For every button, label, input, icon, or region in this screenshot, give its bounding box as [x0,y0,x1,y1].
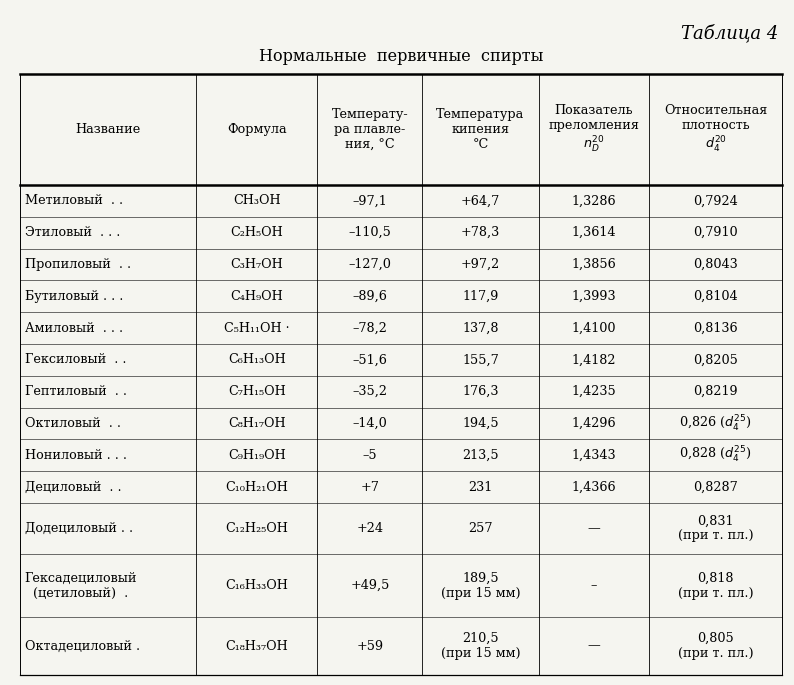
Text: –: – [591,580,597,592]
Text: Этиловый  . . .: Этиловый . . . [25,226,120,239]
Text: Метиловый  . .: Метиловый . . [25,195,123,208]
Text: Нормальные  первичные  спирты: Нормальные первичные спирты [259,48,543,65]
Text: 0,8219: 0,8219 [693,385,738,398]
Text: C₇H₁₅OH: C₇H₁₅OH [228,385,286,398]
Text: 1,3286: 1,3286 [572,195,616,208]
Text: –78,2: –78,2 [353,321,387,334]
Text: –5: –5 [363,449,377,462]
Text: Название: Название [75,123,141,136]
Text: C₆H₁₃OH: C₆H₁₃OH [228,353,286,366]
Text: C₄H₉OH: C₄H₉OH [230,290,283,303]
Text: +78,3: +78,3 [461,226,500,239]
Text: —: — [588,522,600,535]
Text: +59: +59 [357,640,384,653]
Text: C₈H₁₇OH: C₈H₁₇OH [228,417,286,430]
Text: C₃H₇OH: C₃H₇OH [230,258,283,271]
Text: 0,7910: 0,7910 [693,226,738,239]
Text: 1,4343: 1,4343 [572,449,616,462]
Text: Гептиловый  . .: Гептиловый . . [25,385,126,398]
Text: 1,3614: 1,3614 [572,226,616,239]
Text: 1,4296: 1,4296 [572,417,616,430]
Text: C₂H₅OH: C₂H₅OH [230,226,283,239]
Text: 194,5: 194,5 [462,417,499,430]
Text: Дециловый  . .: Дециловый . . [25,481,121,494]
Text: 0,805
(при т. пл.): 0,805 (при т. пл.) [678,632,754,660]
Text: 231: 231 [468,481,492,494]
Text: –110,5: –110,5 [349,226,391,239]
Text: 257: 257 [468,522,493,535]
Text: Формула: Формула [227,123,287,136]
Text: Додециловый . .: Додециловый . . [25,522,133,535]
Text: Октадециловый .: Октадециловый . [25,640,140,653]
Text: 1,4100: 1,4100 [572,321,616,334]
Text: Пропиловый  . .: Пропиловый . . [25,258,131,271]
Text: 1,3856: 1,3856 [572,258,616,271]
Text: +49,5: +49,5 [350,580,390,592]
Text: –97,1: –97,1 [353,195,387,208]
Text: Октиловый  . .: Октиловый . . [25,417,121,430]
Text: Показатель
преломления
$n_D^{20}$: Показатель преломления $n_D^{20}$ [549,104,639,155]
Text: CH₃OH: CH₃OH [233,195,280,208]
Text: 0,8136: 0,8136 [693,321,738,334]
Text: 176,3: 176,3 [462,385,499,398]
Text: Температура
кипения
°C: Температура кипения °C [437,108,525,151]
Text: 213,5: 213,5 [462,449,499,462]
Text: –35,2: –35,2 [353,385,387,398]
Text: 137,8: 137,8 [462,321,499,334]
Text: 0,8043: 0,8043 [693,258,738,271]
Text: 0,7924: 0,7924 [693,195,738,208]
Text: 1,3993: 1,3993 [572,290,616,303]
Text: 1,4182: 1,4182 [572,353,616,366]
Text: Гексадециловый
(цетиловый)  .: Гексадециловый (цетиловый) . [25,572,137,599]
Text: –127,0: –127,0 [349,258,391,271]
Text: Относительная
плотность
$d_4^{20}$: Относительная плотность $d_4^{20}$ [664,104,767,155]
Text: +97,2: +97,2 [461,258,500,271]
Text: –14,0: –14,0 [353,417,387,430]
Text: 189,5
(при 15 мм): 189,5 (при 15 мм) [441,572,520,599]
Text: C₁₂H₂₅OH: C₁₂H₂₅OH [225,522,288,535]
Text: Бутиловый . . .: Бутиловый . . . [25,290,123,303]
Text: Температу-
ра плавле-
ния, °C: Температу- ра плавле- ния, °C [332,108,408,151]
Text: 0,831
(при т. пл.): 0,831 (при т. пл.) [678,514,754,543]
Text: C₅H₁₁OH ·: C₅H₁₁OH · [224,321,290,334]
Text: 155,7: 155,7 [462,353,499,366]
Text: 0,8287: 0,8287 [693,481,738,494]
Text: 210,5
(при 15 мм): 210,5 (при 15 мм) [441,632,520,660]
Text: 0,818
(при т. пл.): 0,818 (при т. пл.) [678,572,754,599]
Text: 0,8104: 0,8104 [693,290,738,303]
Text: –51,6: –51,6 [353,353,387,366]
Text: C₁₀H₂₁OH: C₁₀H₂₁OH [225,481,288,494]
Text: 0,826 ($d_4^{25}$): 0,826 ($d_4^{25}$) [680,414,752,434]
Text: Нониловый . . .: Нониловый . . . [25,449,126,462]
Text: 0,8205: 0,8205 [693,353,738,366]
Text: 0,828 ($d_4^{25}$): 0,828 ($d_4^{25}$) [680,445,752,465]
Text: C₁₆H₃₃OH: C₁₆H₃₃OH [225,580,288,592]
Text: 1,4235: 1,4235 [572,385,616,398]
Text: C₁₈H₃₇OH: C₁₈H₃₇OH [225,640,288,653]
Text: +64,7: +64,7 [461,195,500,208]
Text: Гексиловый  . .: Гексиловый . . [25,353,126,366]
Text: Амиловый  . . .: Амиловый . . . [25,321,123,334]
Text: —: — [588,640,600,653]
Text: Таблица 4: Таблица 4 [680,24,778,42]
Text: C₉H₁₉OH: C₉H₁₉OH [228,449,286,462]
Text: 1,4366: 1,4366 [572,481,616,494]
Text: +7: +7 [360,481,380,494]
Text: –89,6: –89,6 [353,290,387,303]
Text: +24: +24 [357,522,384,535]
Text: 117,9: 117,9 [462,290,499,303]
